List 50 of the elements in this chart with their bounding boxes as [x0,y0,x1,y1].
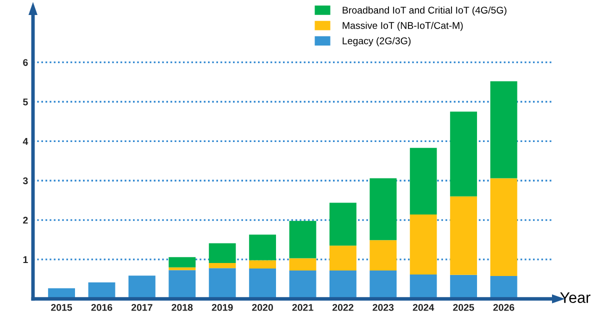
bar [208,268,236,299]
x-tick-label: 2021 [292,304,314,311]
x-tick-label: 2018 [172,304,193,311]
bar [450,274,478,299]
y-tick-label: 1 [23,256,28,263]
bar [289,270,316,299]
bar [370,270,397,299]
bar [450,196,478,275]
bar [410,214,437,274]
bar [128,276,156,299]
y-tick-label: 6 [23,59,28,66]
bar [490,178,518,276]
bar [289,220,316,258]
legend-label: Massive IoT (NB-IoT/Cat-M) [342,22,463,31]
x-tick-label: 2015 [51,304,72,311]
y-tick-label: 5 [23,98,28,106]
bar [410,148,437,215]
y-tick-label: 4 [22,138,28,145]
y-tick-label: 3 [22,177,28,184]
bar [289,258,316,270]
x-tick-label: 2023 [372,304,394,311]
y-tick-label: 2 [23,216,28,224]
bar [490,276,518,299]
x-tick-label: 2022 [332,304,354,311]
x-tick-label: 2025 [453,304,474,311]
bar [208,263,236,268]
x-tick-label: 2019 [212,304,233,311]
bar [490,81,518,178]
bar [168,267,196,270]
x-tick-label: 2020 [252,304,273,311]
bar [329,270,356,299]
x-tick-label: 2017 [131,304,152,311]
x-axis-title: Year [560,292,590,303]
bar [249,260,276,269]
x-tick-label: 2024 [412,304,434,311]
bar [249,268,276,299]
x-tick-label: 2016 [91,304,112,311]
bar [329,246,356,270]
bar [370,178,397,240]
legend-label: Legacy (2G/3G) [342,37,411,46]
bar [370,240,397,270]
x-tick-label: 2026 [493,304,514,311]
bar [168,270,196,299]
bar [410,274,437,299]
bar [450,112,478,196]
bar [329,202,356,246]
bar [208,243,236,264]
legend-label: Broadband IoT and Critial IoT (4G/5G) [342,6,506,16]
bar [249,234,276,260]
bar [168,257,196,268]
